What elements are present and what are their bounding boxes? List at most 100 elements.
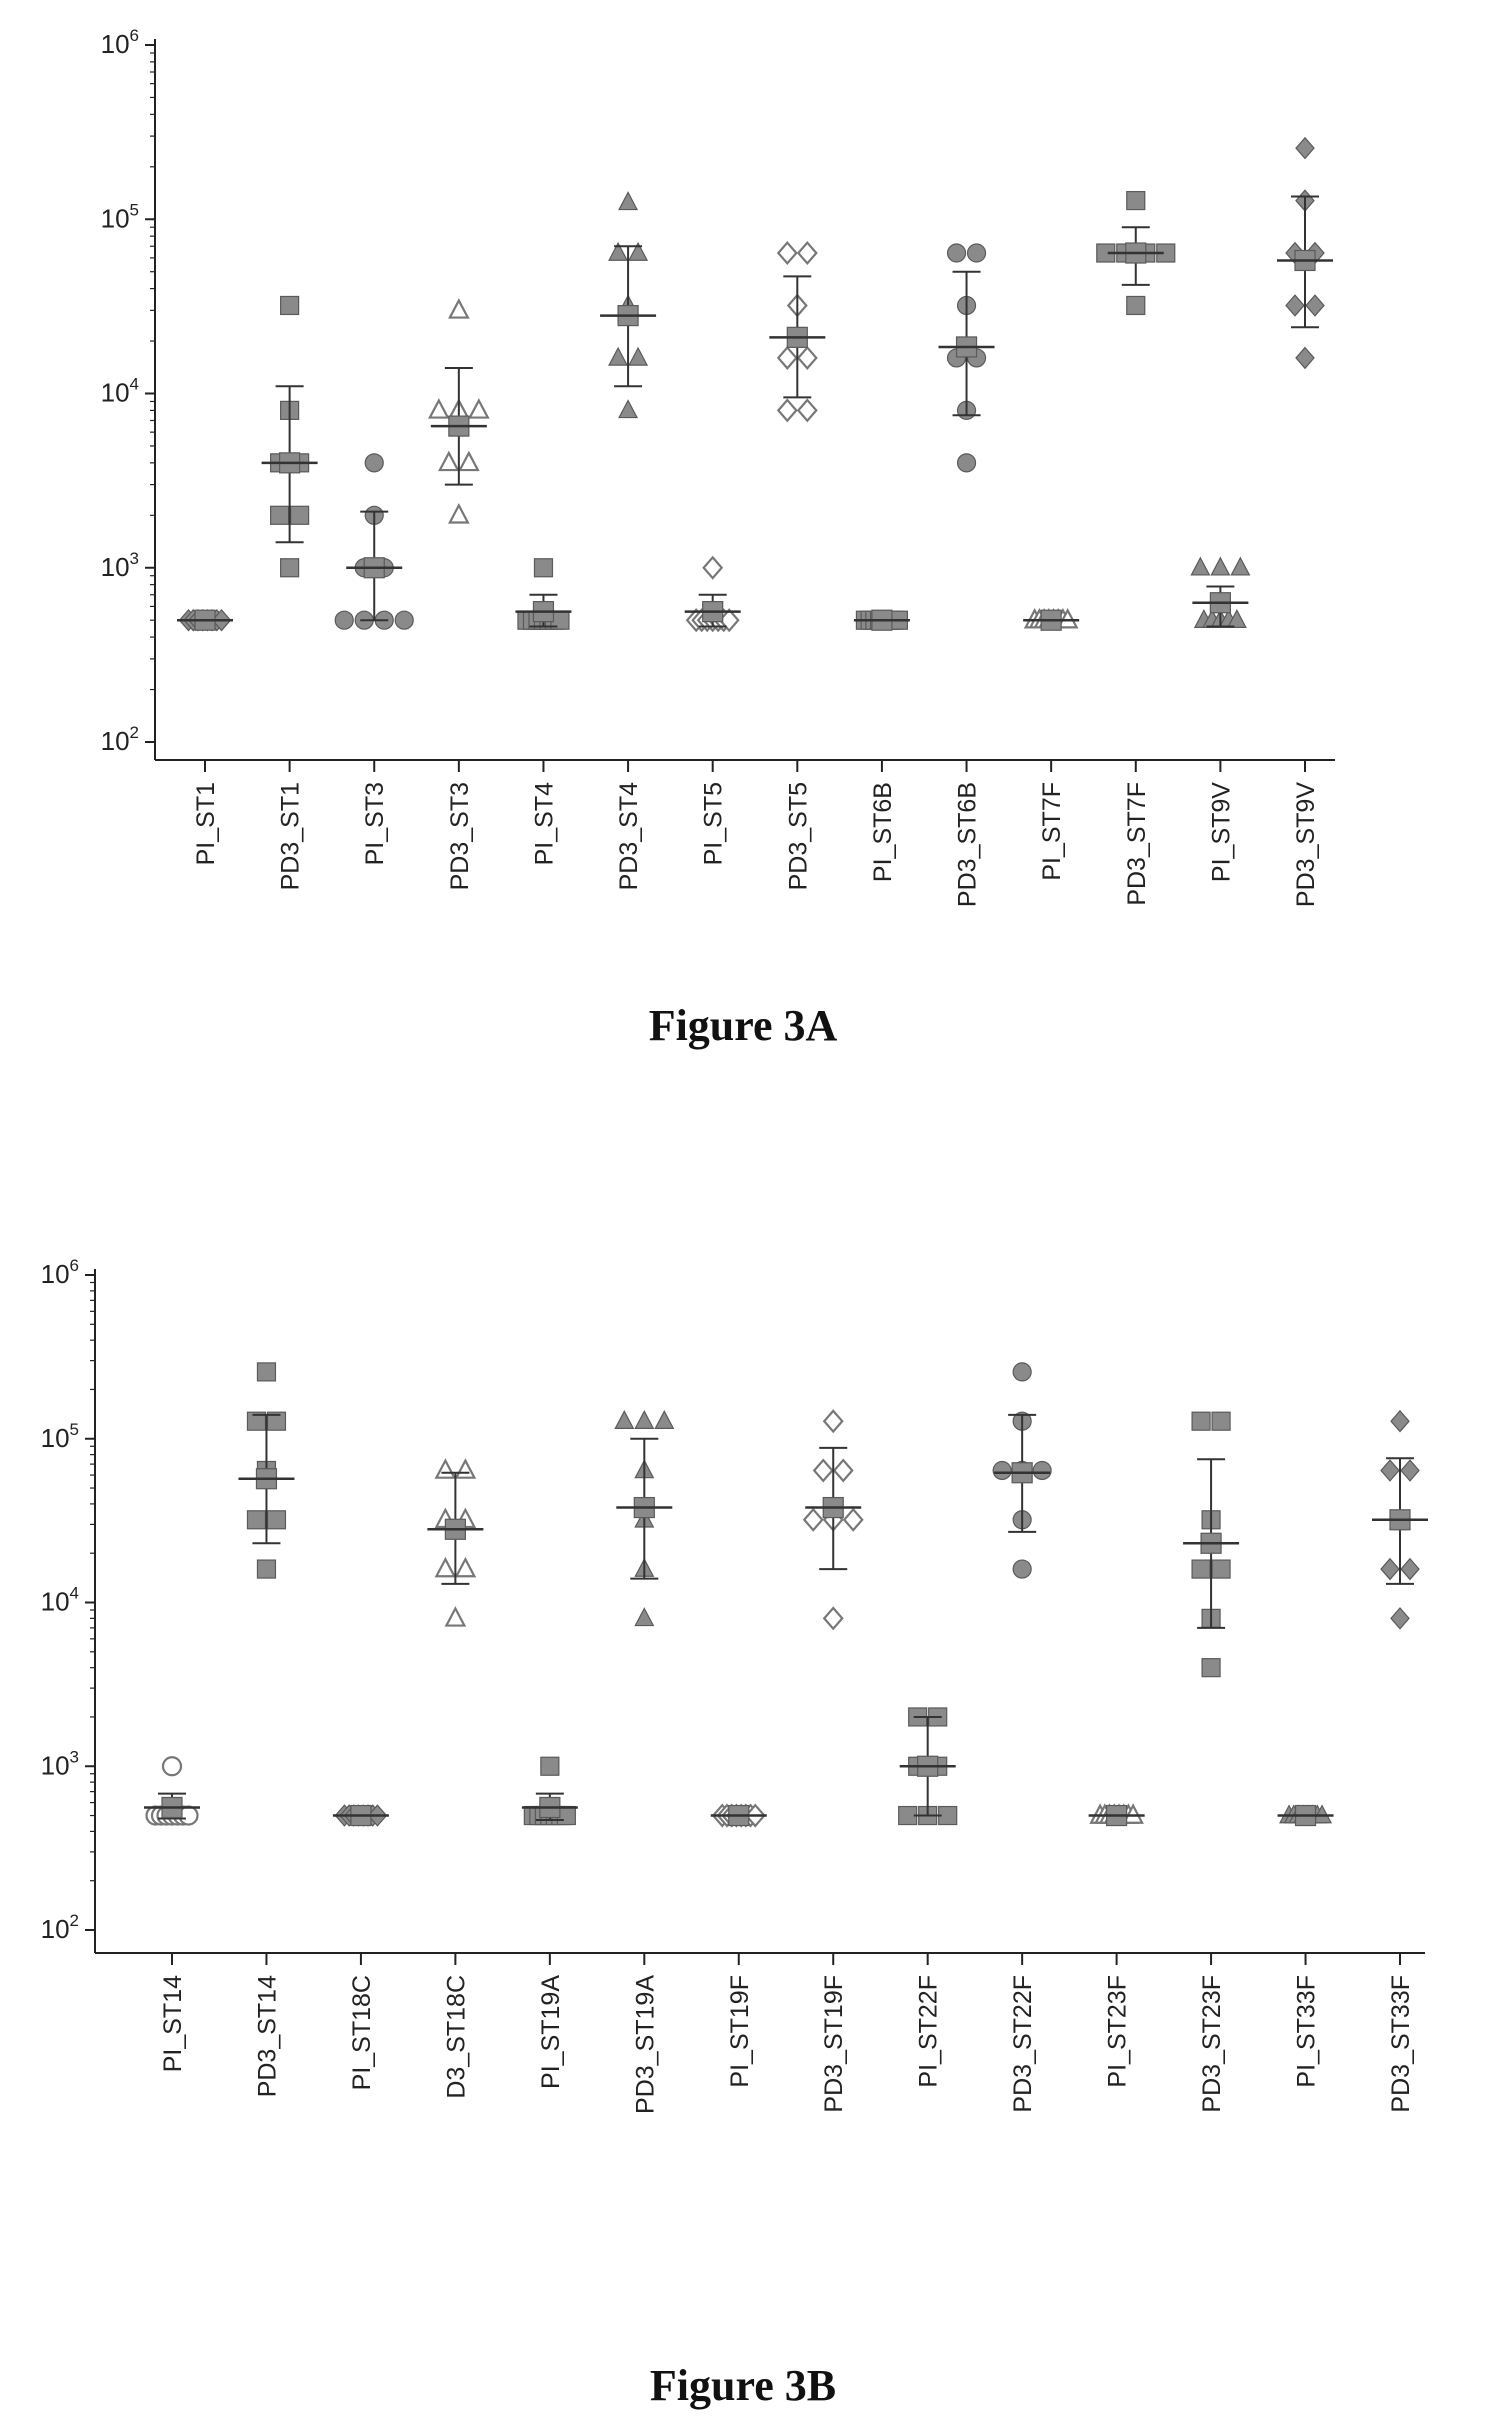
- data-point: [802, 1507, 824, 1532]
- y-tick-label: 102: [101, 723, 139, 756]
- data-point: [1211, 1411, 1231, 1431]
- x-tick-label: PI_ST18C: [348, 1975, 376, 2090]
- data-point: [1191, 1411, 1211, 1431]
- data-point: [614, 1410, 635, 1429]
- data-point: [702, 555, 724, 580]
- chart-3a: 102 103 104 105 106 PI_ST1 PD3_ST1 PI_ST3 PD3_ST…: [101, 26, 1335, 907]
- data-point: [434, 1556, 457, 1578]
- data-point: [256, 1362, 277, 1382]
- data-point: [628, 346, 649, 366]
- series-pd3_st19a: [614, 1410, 675, 1627]
- x-tick-label: D3_ST18C: [442, 1975, 470, 2099]
- x-tick-label: PI_ST19F: [726, 1975, 754, 2088]
- y-tick-label: 106: [101, 26, 139, 59]
- x-tick-label: PI_ST22F: [915, 1975, 943, 2088]
- series-pd3_st4: [608, 191, 649, 419]
- data-point: [1056, 607, 1079, 629]
- y-tick-label: 106: [41, 1256, 79, 1289]
- x-tick-label: PD3_ST6B: [954, 782, 982, 907]
- data-point: [454, 1458, 477, 1479]
- figure-3a-caption: Figure 3A: [648, 1001, 838, 1050]
- data-point: [1191, 1559, 1211, 1579]
- x-tick-label: PD3_ST9V: [1292, 782, 1320, 907]
- data-point: [946, 243, 967, 263]
- series-pd3_st23f: [1191, 1411, 1231, 1678]
- y-tick-label: 104: [101, 375, 139, 408]
- y-tick-label: 103: [41, 1747, 79, 1780]
- data-point: [454, 1556, 477, 1578]
- data-point: [618, 399, 639, 419]
- data-point: [1190, 556, 1211, 576]
- data-point: [776, 398, 798, 423]
- data-point: [1012, 1362, 1032, 1382]
- data-point: [1390, 1607, 1410, 1630]
- data-point: [1230, 556, 1251, 576]
- data-point: [246, 1510, 267, 1530]
- data-point: [1390, 1409, 1410, 1433]
- data-point: [608, 346, 629, 366]
- y-tick-label: 102: [41, 1911, 79, 1944]
- data-point: [992, 1460, 1012, 1481]
- y-tick-label: 103: [101, 549, 139, 582]
- data-point: [1380, 1557, 1400, 1581]
- series-pd3_st5: [776, 240, 818, 423]
- data-point: [1400, 1459, 1420, 1482]
- data-point: [256, 1559, 277, 1579]
- x-tick-label: PD3_ST14: [253, 1975, 281, 2097]
- x-tick-label: PI_ST6B: [869, 782, 897, 882]
- data-point: [1295, 346, 1315, 370]
- data-point: [1122, 1803, 1144, 1824]
- data-point: [608, 241, 629, 261]
- data-point: [1210, 556, 1231, 576]
- data-point: [364, 453, 384, 473]
- data-point: [654, 1410, 675, 1429]
- x-tick-label: PI_ST14: [159, 1975, 187, 2072]
- data-point: [822, 1606, 844, 1631]
- data-point: [161, 1756, 183, 1777]
- data-point: [1201, 1658, 1221, 1678]
- data-point: [1012, 1559, 1032, 1579]
- data-point: [1305, 294, 1325, 317]
- data-point: [628, 241, 649, 261]
- figure-3a: 102 103 104 105 106 PI_ST1 PD3_ST1 PI_ST3 PD3_ST…: [0, 0, 1486, 960]
- data-point: [1226, 609, 1247, 629]
- data-point: [540, 1756, 560, 1776]
- data-point: [458, 450, 480, 472]
- data-point: [796, 398, 818, 423]
- x-tick-label: PD3_ST7F: [1123, 782, 1151, 906]
- x-tick-label: PI_ST23F: [1104, 1975, 1132, 2088]
- x-tick-label: PD3_ST19A: [631, 1975, 659, 2114]
- series-pd3_st3: [428, 298, 490, 524]
- x-tick-label: PD3_ST23F: [1198, 1975, 1226, 2113]
- data-point: [618, 191, 639, 211]
- x-tick-label: PD3_ST22F: [1009, 1975, 1037, 2113]
- data-point: [266, 1510, 287, 1530]
- data-point: [280, 558, 300, 578]
- x-tick-label: PI_ST1: [192, 782, 220, 865]
- data-point: [448, 503, 470, 524]
- data-point: [634, 1607, 655, 1627]
- data-point: [1032, 1460, 1052, 1481]
- data-point: [438, 450, 460, 472]
- data-point: [468, 398, 490, 419]
- x-tick-label: PI_ST19A: [537, 1975, 565, 2089]
- series-pi_st22f: [898, 1707, 958, 1826]
- x-tick-label: PD3_ST33F: [1387, 1975, 1415, 2113]
- data-point: [776, 240, 798, 266]
- data-point: [394, 610, 414, 630]
- x-tick-label: PI_ST9V: [1207, 782, 1235, 882]
- data-point: [1126, 190, 1146, 211]
- data-point: [966, 243, 987, 263]
- x-tick-label: PD3_ST1: [277, 782, 305, 890]
- x-tick-label: PI_ST5: [700, 782, 728, 865]
- data-point: [822, 1409, 844, 1434]
- data-point: [832, 1458, 854, 1483]
- data-point: [1126, 295, 1146, 316]
- data-point: [842, 1507, 864, 1532]
- data-point: [434, 1458, 457, 1479]
- data-point: [796, 240, 818, 266]
- y-tick-label: 105: [101, 200, 139, 233]
- data-point: [280, 295, 300, 316]
- x-tick-label: PI_ST4: [530, 782, 558, 865]
- data-point: [1400, 1557, 1420, 1581]
